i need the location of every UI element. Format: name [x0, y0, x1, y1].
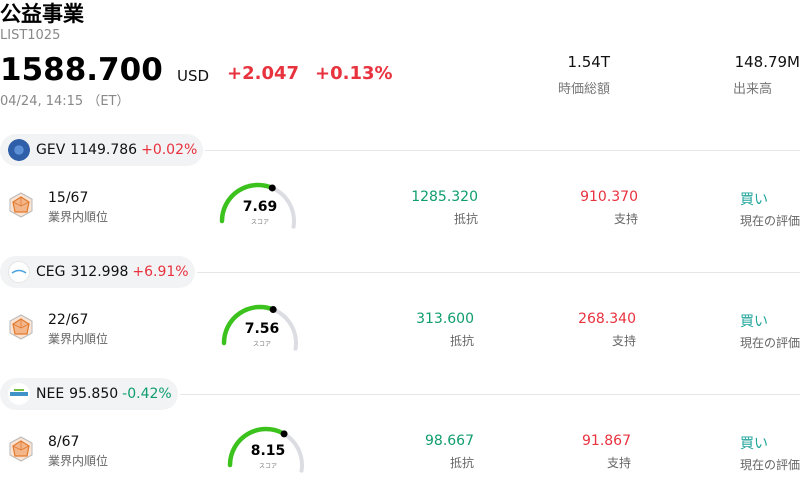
- ge-vernova-logo-icon: [8, 139, 30, 161]
- stock-ticker: CEG: [36, 264, 66, 280]
- industry-rank-value: 15/67: [48, 190, 89, 206]
- row-divider: [180, 394, 800, 395]
- rank-hexagon-icon: [8, 436, 34, 462]
- industry-rank-label: 業界内順位: [48, 454, 109, 468]
- support-label: 支持: [611, 334, 636, 348]
- index-code: LIST1025: [0, 28, 61, 43]
- market-cap-value: 1.54T: [567, 53, 610, 71]
- stock-change-percent: +6.91%: [132, 264, 189, 280]
- index-price: 1588.700: [0, 52, 163, 88]
- stock-pill-nee[interactable]: NEE 95.850 -0.42%: [0, 378, 178, 410]
- score-gauge: [219, 182, 296, 229]
- industry-rank-value: 22/67: [48, 312, 89, 328]
- score-label: スコア: [258, 463, 277, 470]
- resistance-label: 抵抗: [449, 456, 474, 470]
- support-label: 支持: [606, 456, 631, 470]
- gauge-value-arc: [219, 182, 275, 224]
- row-divider: [197, 272, 800, 273]
- gauge-value-arc: [221, 304, 276, 346]
- stock-price: 95.850: [69, 386, 119, 402]
- stock-price: 312.998: [70, 264, 129, 280]
- nextera-logo-icon: [8, 383, 30, 405]
- price-change-percent: +0.13%: [315, 63, 393, 84]
- resistance-value: 313.600: [416, 311, 474, 327]
- support-label: 支持: [613, 212, 638, 226]
- stock-pill-ceg[interactable]: CEG 312.998 +6.91%: [0, 256, 195, 288]
- gauge-needle-dot: [269, 305, 277, 313]
- price-change: +2.047: [227, 63, 300, 84]
- score-value: 7.56: [244, 321, 280, 337]
- rating-value: 買い: [740, 436, 768, 452]
- support-value: 268.340: [578, 311, 636, 327]
- resistance-label: 抵抗: [449, 334, 474, 348]
- support-value: 910.370: [580, 189, 638, 205]
- stock-pill-gev[interactable]: GEV 1149.786 +0.02%: [0, 134, 203, 166]
- stock-change-percent: +0.02%: [141, 142, 198, 158]
- rating-label: 現在の評価: [740, 458, 800, 472]
- stock-price: 1149.786: [70, 142, 138, 158]
- resistance-value: 98.667: [425, 433, 474, 449]
- stock-ticker: GEV: [36, 142, 66, 158]
- gauge-needle-dot: [280, 430, 288, 438]
- row-divider: [205, 150, 800, 151]
- industry-rank-label: 業界内順位: [48, 210, 109, 224]
- resistance-value: 1285.320: [411, 189, 478, 205]
- timestamp: 04/24, 14:15 （ET）: [0, 94, 130, 109]
- rank-hexagon-icon: [8, 314, 34, 340]
- score-value: 8.15: [250, 443, 286, 459]
- score-gauge: [227, 426, 304, 473]
- rank-hexagon-icon: [8, 192, 34, 218]
- rating-value: 買い: [740, 314, 768, 330]
- stock-ticker: NEE: [36, 386, 65, 402]
- page-title: 公益事業: [0, 2, 84, 26]
- gauge-needle-dot: [268, 184, 276, 192]
- stock-change-percent: -0.42%: [122, 386, 172, 402]
- rating-label: 現在の評価: [740, 336, 800, 350]
- score-label: スコア: [250, 219, 269, 226]
- score-gauge: [221, 304, 298, 351]
- currency-label: USD: [177, 67, 210, 85]
- resistance-label: 抵抗: [453, 212, 478, 226]
- volume-value: 148.79M: [734, 53, 800, 71]
- industry-rank-label: 業界内順位: [48, 332, 109, 346]
- score-value: 7.69: [242, 199, 278, 215]
- rating-value: 買い: [740, 192, 768, 208]
- industry-rank-value: 8/67: [48, 434, 80, 450]
- gauge-value-arc: [227, 426, 287, 468]
- rating-label: 現在の評価: [740, 214, 800, 228]
- score-label: スコア: [252, 341, 271, 348]
- support-value: 91.867: [582, 433, 631, 449]
- volume-label: 出来高: [732, 82, 772, 97]
- constellation-logo-icon: [8, 261, 30, 283]
- market-cap-label: 時価総額: [557, 82, 610, 97]
